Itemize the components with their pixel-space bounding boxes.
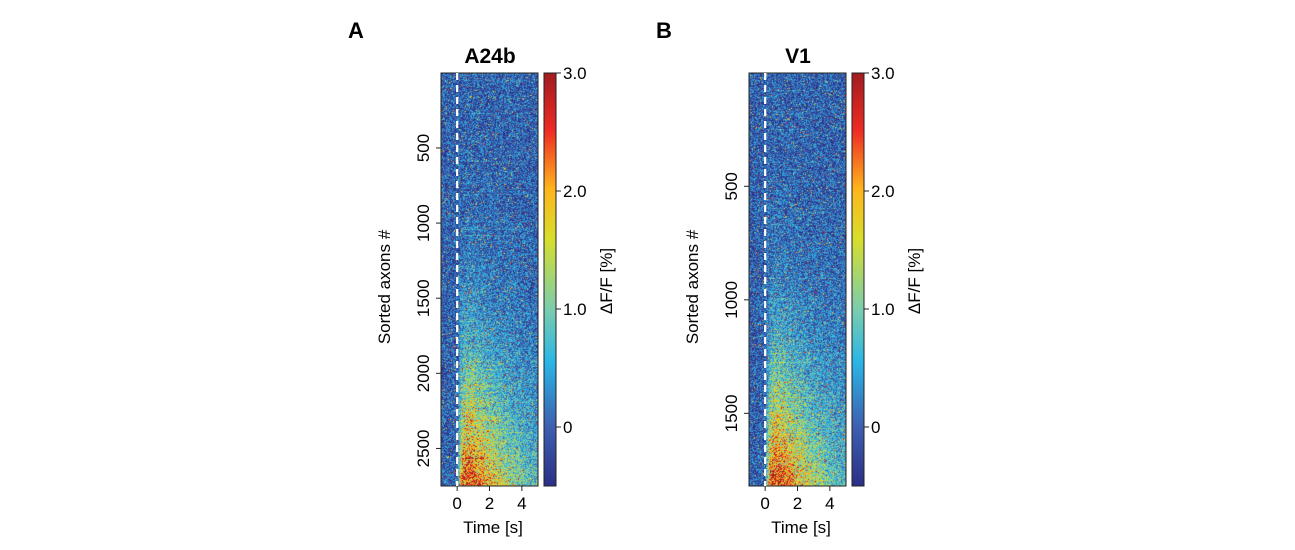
x-axis: 0 2 4 — [760, 486, 835, 513]
heatmap-image — [441, 73, 538, 486]
chart-title: A24b — [464, 45, 515, 68]
colorbar-label: ΔF/F [%] — [905, 248, 924, 314]
x-tick-label: 4 — [825, 494, 834, 513]
heatmap-area — [440, 72, 539, 487]
y-tick-label: 500 — [414, 134, 433, 162]
colorbar-tick-label: 2.0 — [563, 182, 587, 201]
panel-letter: B — [656, 18, 672, 43]
colorbar — [851, 72, 865, 487]
y-axis-label: Sorted axons # — [375, 229, 394, 344]
colorbar-tick-label: 3.0 — [563, 64, 587, 83]
colorbar-axis: 0 1.0 2.0 3.0 — [864, 64, 895, 437]
x-tick-label: 0 — [452, 494, 461, 513]
colorbar-tick-label: 1.0 — [563, 300, 587, 319]
x-tick-label: 0 — [760, 494, 769, 513]
y-tick-label: 2000 — [414, 354, 433, 392]
colorbar-label: ΔF/F [%] — [597, 248, 616, 314]
y-axis: 500 1000 1500 — [722, 172, 749, 432]
y-tick-label: 1000 — [414, 204, 433, 242]
x-tick-label: 2 — [793, 494, 802, 513]
chart-title: V1 — [785, 45, 811, 68]
colorbar-tick-label: 1.0 — [871, 300, 895, 319]
x-tick-label: 4 — [517, 494, 526, 513]
x-axis-label: Time [s] — [771, 518, 831, 537]
panel-letter: A — [348, 18, 364, 43]
colorbar-tick-label: 0 — [871, 418, 880, 437]
colorbar — [543, 72, 557, 487]
y-tick-label: 1000 — [722, 281, 741, 319]
heatmap-image — [749, 73, 846, 486]
x-axis: 0 2 4 — [452, 486, 527, 513]
y-tick-label: 1500 — [414, 279, 433, 317]
x-tick-label: 2 — [485, 494, 494, 513]
colorbar-tick-label: 3.0 — [871, 64, 895, 83]
y-tick-label: 2500 — [414, 430, 433, 468]
heatmap-area — [748, 72, 847, 487]
y-tick-label: 1500 — [722, 394, 741, 432]
y-axis: 500 1000 1500 2000 2500 — [414, 134, 441, 468]
panel-b: B V1 0 2 4 500 1000 1500 Time [s] Sorted axo… — [656, 18, 924, 537]
colorbar-tick-label: 2.0 — [871, 182, 895, 201]
y-tick-label: 500 — [722, 172, 741, 200]
x-axis-label: Time [s] — [463, 518, 523, 537]
colorbar-axis: 0 1.0 2.0 3.0 — [556, 64, 587, 437]
y-axis-label: Sorted axons # — [683, 229, 702, 344]
colorbar-tick-label: 0 — [563, 418, 572, 437]
